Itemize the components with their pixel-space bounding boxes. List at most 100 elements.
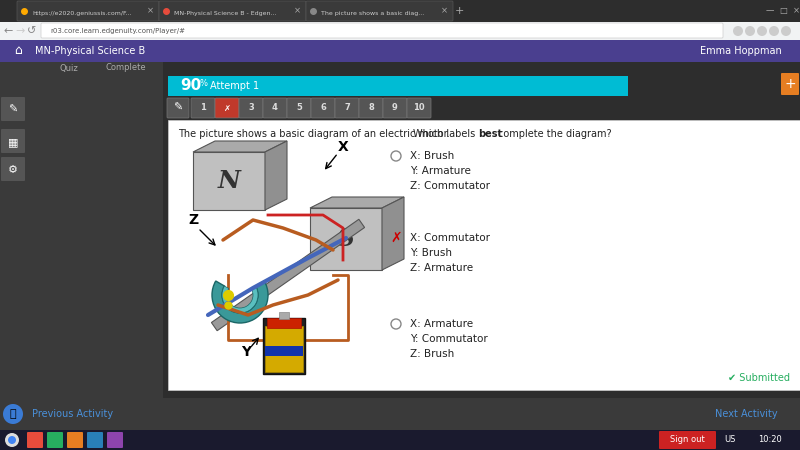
Text: Complete: Complete: [105, 63, 146, 72]
Text: Z: Armature: Z: Armature: [410, 263, 473, 273]
Text: S: S: [337, 227, 355, 251]
FancyBboxPatch shape: [41, 23, 723, 38]
Circle shape: [769, 26, 779, 36]
Text: 7: 7: [344, 104, 350, 112]
Polygon shape: [193, 141, 287, 152]
Text: 90: 90: [180, 78, 202, 94]
Text: ×: ×: [441, 6, 447, 15]
FancyBboxPatch shape: [659, 431, 716, 449]
Polygon shape: [310, 208, 382, 270]
FancyBboxPatch shape: [1, 97, 25, 121]
Text: ✗: ✗: [223, 104, 230, 112]
Text: 5: 5: [296, 104, 302, 112]
Text: X: Brush: X: Brush: [410, 151, 454, 161]
Text: Y: Brush: Y: Brush: [410, 248, 452, 258]
FancyBboxPatch shape: [265, 326, 303, 372]
FancyBboxPatch shape: [0, 62, 163, 450]
FancyBboxPatch shape: [265, 346, 303, 356]
FancyBboxPatch shape: [263, 98, 287, 118]
Text: Which labels: Which labels: [413, 129, 478, 139]
FancyBboxPatch shape: [0, 398, 800, 430]
FancyBboxPatch shape: [215, 98, 239, 118]
FancyBboxPatch shape: [239, 98, 263, 118]
FancyBboxPatch shape: [168, 76, 628, 96]
Text: Y: Commutator: Y: Commutator: [410, 334, 488, 344]
FancyBboxPatch shape: [359, 98, 383, 118]
Text: %: %: [200, 78, 208, 87]
Text: ×: ×: [294, 6, 301, 15]
FancyBboxPatch shape: [263, 318, 305, 374]
Text: https://e2020.geniussis.com/F...: https://e2020.geniussis.com/F...: [32, 10, 132, 15]
Circle shape: [391, 319, 401, 329]
Circle shape: [757, 26, 767, 36]
Wedge shape: [212, 281, 268, 323]
Text: ▦: ▦: [8, 137, 18, 147]
Polygon shape: [265, 141, 287, 210]
Circle shape: [8, 436, 16, 444]
Circle shape: [5, 433, 19, 447]
Text: +: +: [784, 77, 796, 91]
Text: Sign out: Sign out: [670, 436, 704, 445]
Text: →: →: [15, 26, 25, 36]
Text: ✔ Submitted: ✔ Submitted: [728, 373, 790, 383]
FancyBboxPatch shape: [306, 1, 453, 21]
Text: ←: ←: [3, 26, 13, 36]
Text: N: N: [218, 169, 241, 193]
FancyBboxPatch shape: [87, 432, 103, 448]
FancyBboxPatch shape: [279, 312, 289, 319]
Text: ✎: ✎: [8, 105, 18, 115]
Text: 1: 1: [200, 104, 206, 112]
FancyBboxPatch shape: [407, 98, 431, 118]
FancyBboxPatch shape: [0, 0, 800, 22]
Text: ✎: ✎: [174, 103, 182, 113]
Text: Y: Armature: Y: Armature: [410, 166, 471, 176]
Text: Emma Hoppman: Emma Hoppman: [700, 46, 782, 56]
FancyBboxPatch shape: [159, 1, 306, 21]
Text: US: US: [724, 436, 736, 445]
Text: 9: 9: [392, 104, 398, 112]
FancyBboxPatch shape: [27, 432, 43, 448]
Text: ✗: ✗: [390, 231, 402, 245]
Text: Quiz: Quiz: [60, 63, 78, 72]
Circle shape: [733, 26, 743, 36]
Text: X: Commutator: X: Commutator: [410, 233, 490, 243]
Text: r03.core.learn.edgenuity.com/Player/#: r03.core.learn.edgenuity.com/Player/#: [50, 28, 185, 34]
Polygon shape: [193, 152, 265, 210]
FancyBboxPatch shape: [167, 98, 189, 118]
Text: X: X: [338, 140, 348, 154]
Text: ↺: ↺: [27, 26, 37, 36]
FancyBboxPatch shape: [335, 98, 359, 118]
Circle shape: [391, 151, 401, 161]
Text: The picture shows a basic diagram of an electric motor.: The picture shows a basic diagram of an …: [178, 129, 450, 139]
Text: +: +: [454, 6, 464, 16]
FancyBboxPatch shape: [67, 432, 83, 448]
Text: Y: Y: [241, 345, 251, 359]
FancyBboxPatch shape: [781, 73, 799, 95]
Text: ×: ×: [793, 6, 799, 15]
FancyBboxPatch shape: [311, 98, 335, 118]
FancyBboxPatch shape: [1, 129, 25, 153]
FancyBboxPatch shape: [107, 432, 123, 448]
Polygon shape: [211, 219, 365, 331]
Polygon shape: [310, 197, 404, 208]
Text: best: best: [478, 129, 502, 139]
Polygon shape: [382, 197, 404, 270]
FancyBboxPatch shape: [0, 430, 800, 450]
Text: ⚙: ⚙: [8, 165, 18, 175]
Text: 3: 3: [248, 104, 254, 112]
FancyBboxPatch shape: [168, 120, 800, 390]
Text: 4: 4: [272, 104, 278, 112]
Wedge shape: [222, 286, 258, 313]
FancyBboxPatch shape: [47, 432, 63, 448]
Text: MN-Physical Science B - Edgen...: MN-Physical Science B - Edgen...: [174, 10, 277, 15]
Text: Z: Z: [188, 213, 198, 227]
Text: Previous Activity: Previous Activity: [32, 409, 113, 419]
Text: —: —: [766, 6, 774, 15]
FancyBboxPatch shape: [0, 40, 800, 62]
FancyBboxPatch shape: [0, 22, 800, 40]
Circle shape: [3, 404, 23, 424]
FancyBboxPatch shape: [17, 1, 159, 21]
Text: X: Armature: X: Armature: [410, 319, 473, 329]
FancyBboxPatch shape: [191, 98, 215, 118]
Text: 6: 6: [320, 104, 326, 112]
